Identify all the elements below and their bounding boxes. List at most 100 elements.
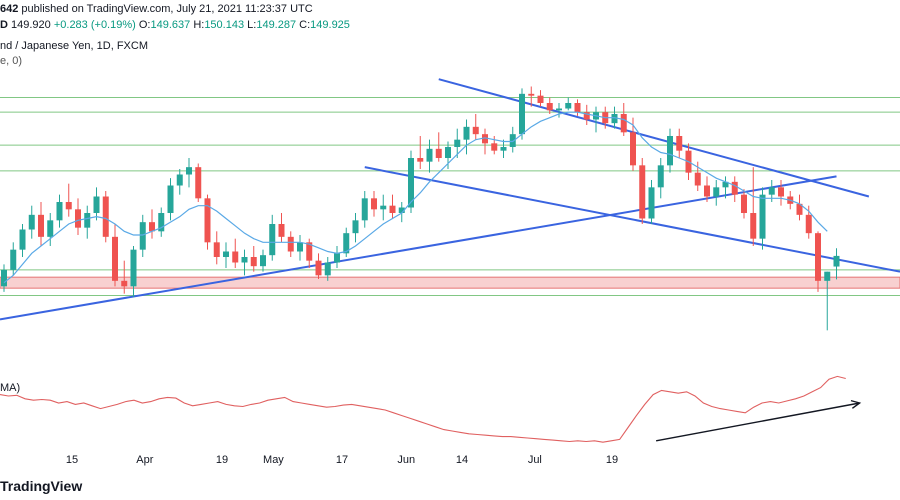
candle: [176, 169, 183, 195]
candle: [232, 238, 239, 268]
candle-body: [10, 249, 17, 270]
candle: [824, 271, 831, 331]
candle: [426, 139, 433, 173]
candle: [112, 224, 118, 287]
tradingview-logo[interactable]: TradingView: [0, 478, 83, 494]
x-tick-label: 17: [336, 454, 348, 466]
candle-body: [167, 185, 174, 213]
x-tick-label: Jun: [397, 454, 415, 466]
chart-title: nd / Japanese Yen, 1D, FXCM: [0, 40, 148, 52]
candle-body: [204, 198, 211, 243]
candle-body: [241, 257, 248, 263]
candle-body: [250, 257, 257, 267]
price-change: +0.283 (+0.19%): [53, 19, 136, 31]
candle: [380, 194, 387, 221]
candle: [223, 242, 229, 268]
candle-body: [28, 214, 35, 230]
candle-body: [19, 229, 26, 250]
candle-body: [639, 165, 646, 219]
candle-body: [796, 203, 803, 215]
candle-body: [583, 112, 590, 120]
rising-trendline: [0, 175, 837, 321]
candle-body: [750, 213, 757, 239]
candle-body: [186, 167, 192, 175]
candle: [315, 253, 322, 279]
candle-body: [195, 167, 202, 199]
candle: [574, 99, 581, 116]
close-label: C:: [299, 19, 311, 31]
low-value: 149.287: [256, 19, 297, 31]
candle: [389, 194, 396, 219]
candle-body: [84, 213, 91, 228]
candle: [657, 158, 664, 199]
candle: [833, 248, 840, 280]
candle-body: [158, 213, 165, 232]
ohlc-bar: D 149.920 +0.283 (+0.19%) O:149.637 H:15…: [0, 19, 350, 31]
candle-body: [491, 143, 498, 151]
candle-body: [139, 222, 146, 250]
x-tick-label: 19: [606, 454, 618, 466]
candle-body: [389, 205, 396, 213]
publisher-username[interactable]: 642: [0, 3, 19, 15]
candle: [139, 214, 146, 257]
candle-body: [667, 136, 673, 166]
publish-text: published on TradingView.com, July 21, 2…: [21, 3, 313, 15]
candle: [38, 202, 44, 246]
candle-body: [435, 148, 442, 158]
candle-body: [269, 224, 276, 256]
candle: [287, 231, 294, 257]
candle: [528, 86, 535, 107]
candle-body: [102, 196, 109, 237]
candle-body: [528, 93, 535, 96]
candle-body: [417, 158, 424, 162]
candle-body: [176, 174, 183, 186]
candle-body: [65, 202, 72, 210]
candle-body: [463, 126, 470, 140]
candle-body: [805, 214, 812, 234]
candle: [297, 235, 303, 261]
x-axis: 15 Apr 19 May 17 Jun 14 Jul 19: [66, 454, 618, 466]
high-label: H:: [193, 19, 205, 31]
horizontal-levels: [0, 97, 900, 296]
open-value: 149.637: [150, 19, 191, 31]
candle-body: [657, 165, 664, 188]
candle: [361, 191, 368, 228]
candle-body: [778, 187, 784, 197]
candle: [648, 180, 655, 224]
moving-average-line: [3, 111, 828, 284]
candle: [565, 97, 572, 111]
support-zone-band: [0, 276, 900, 289]
candle: [583, 104, 590, 125]
candle-body: [648, 187, 655, 219]
candle-body: [833, 255, 840, 267]
candle: [93, 187, 100, 221]
candle: [186, 158, 192, 188]
candlesticks: [1, 86, 840, 331]
candle-body: [704, 185, 710, 197]
candle-body: [824, 271, 831, 281]
candle-body: [519, 93, 525, 135]
candle: [500, 139, 507, 158]
candle-body: [630, 132, 636, 166]
candle-body: [574, 103, 581, 113]
candle: [47, 213, 54, 246]
candle-body: [454, 139, 461, 147]
candle: [759, 187, 766, 250]
last-price: 149.920: [11, 19, 51, 31]
candle: [750, 167, 757, 246]
candle: [731, 176, 738, 202]
arrow-shaft: [655, 402, 860, 442]
x-tick-label: May: [263, 454, 284, 466]
candle-body: [546, 103, 553, 111]
candle: [65, 183, 72, 217]
x-tick-label: 15: [66, 454, 78, 466]
candle: [324, 257, 331, 281]
candle: [417, 136, 424, 169]
candle: [56, 194, 63, 228]
candle: [158, 207, 165, 237]
candle-body: [556, 108, 562, 111]
candle: [639, 158, 646, 224]
candle-body: [287, 236, 294, 252]
candle: [454, 128, 461, 158]
